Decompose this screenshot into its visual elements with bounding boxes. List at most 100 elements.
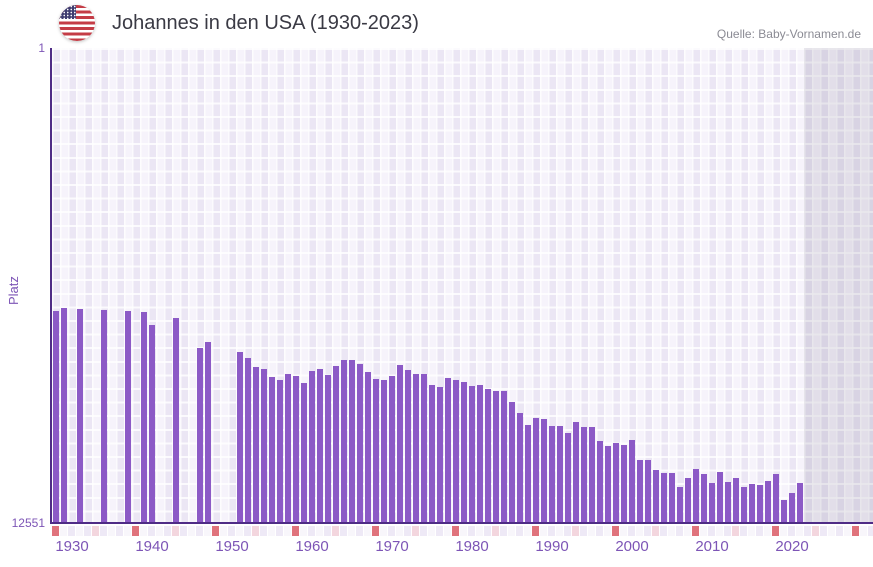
bar-1936[interactable] xyxy=(101,309,107,523)
bar-1994[interactable] xyxy=(565,432,571,523)
bar-1978[interactable] xyxy=(437,386,443,523)
bar-1995[interactable] xyxy=(573,421,579,523)
bar-1961[interactable] xyxy=(301,382,307,523)
bar-1942[interactable] xyxy=(149,325,155,523)
bar-1954[interactable] xyxy=(245,357,251,523)
bar-1998[interactable] xyxy=(597,441,603,523)
bar-2021[interactable] xyxy=(781,500,787,523)
bar-1991[interactable] xyxy=(541,418,547,523)
bar-1945[interactable] xyxy=(173,317,179,523)
strip-cell-2009 xyxy=(684,526,692,536)
strip-cell-1956 xyxy=(260,526,268,536)
bar-1973[interactable] xyxy=(397,364,403,523)
strip-cell-1947 xyxy=(188,526,196,536)
bar-1955[interactable] xyxy=(253,367,259,523)
bar-2012[interactable] xyxy=(709,483,715,523)
strip-cell-2016 xyxy=(740,526,748,536)
bar-1967[interactable] xyxy=(349,360,355,523)
bar-1933[interactable] xyxy=(77,308,83,523)
bar-1987[interactable] xyxy=(509,402,515,523)
bar-2001[interactable] xyxy=(621,445,627,523)
bar-2020[interactable] xyxy=(773,473,779,523)
bar-1992[interactable] xyxy=(549,425,555,523)
bar-2007[interactable] xyxy=(669,473,675,523)
bar-1986[interactable] xyxy=(501,391,507,523)
bar-2000[interactable] xyxy=(613,442,619,523)
bar-1985[interactable] xyxy=(493,391,499,523)
bar-2011[interactable] xyxy=(701,473,707,523)
bar-1956[interactable] xyxy=(261,368,267,523)
bar-1970[interactable] xyxy=(373,378,379,523)
bar-1957[interactable] xyxy=(269,376,275,523)
bar-1996[interactable] xyxy=(581,427,587,523)
plot-area[interactable] xyxy=(52,48,873,524)
bar-1974[interactable] xyxy=(405,370,411,523)
bar-2018[interactable] xyxy=(757,484,763,523)
bar-2019[interactable] xyxy=(765,480,771,523)
bar-1981[interactable] xyxy=(461,381,467,523)
bar-2017[interactable] xyxy=(749,483,755,523)
strip-cell-1942 xyxy=(148,526,156,536)
bar-1968[interactable] xyxy=(357,364,363,523)
bar-2016[interactable] xyxy=(741,487,747,523)
strip-cell-2019 xyxy=(764,526,772,536)
bar-1969[interactable] xyxy=(365,371,371,523)
x-tick-label-1950: 1950 xyxy=(215,538,249,555)
bar-1966[interactable] xyxy=(341,360,347,523)
strip-cell-2014 xyxy=(724,526,732,536)
bar-2010[interactable] xyxy=(693,469,699,523)
bar-1948[interactable] xyxy=(197,348,203,523)
strip-cell-1965 xyxy=(332,526,340,536)
bar-1979[interactable] xyxy=(445,378,451,523)
strip-cell-2025 xyxy=(812,526,820,536)
x-tick-label-2020: 2020 xyxy=(775,538,809,555)
bar-1980[interactable] xyxy=(453,379,459,523)
bar-1993[interactable] xyxy=(557,425,563,523)
bar-1999[interactable] xyxy=(605,445,611,523)
bar-2005[interactable] xyxy=(653,469,659,523)
bar-1939[interactable] xyxy=(125,311,131,523)
bar-1964[interactable] xyxy=(325,374,331,523)
bar-2023[interactable] xyxy=(797,483,803,523)
strip-cell-1948 xyxy=(196,526,204,536)
bar-1931[interactable] xyxy=(61,307,67,523)
strip-cell-1997 xyxy=(588,526,596,536)
bar-1983[interactable] xyxy=(477,385,483,523)
bar-1997[interactable] xyxy=(589,427,595,523)
bar-1975[interactable] xyxy=(413,374,419,523)
bar-1989[interactable] xyxy=(525,424,531,523)
bar-2022[interactable] xyxy=(789,493,795,523)
bar-1958[interactable] xyxy=(277,379,283,523)
bar-1977[interactable] xyxy=(429,385,435,523)
bar-2013[interactable] xyxy=(717,471,723,523)
strip-cell-2017 xyxy=(748,526,756,536)
source-label: Quelle: Baby-Vornamen.de xyxy=(716,27,861,41)
bar-1976[interactable] xyxy=(421,374,427,523)
bar-2008[interactable] xyxy=(677,487,683,523)
bar-1949[interactable] xyxy=(205,341,211,523)
bar-2003[interactable] xyxy=(637,459,643,523)
bar-2014[interactable] xyxy=(725,482,731,523)
bar-2015[interactable] xyxy=(733,477,739,523)
bar-1953[interactable] xyxy=(237,351,243,523)
bar-1960[interactable] xyxy=(293,375,299,523)
bar-1988[interactable] xyxy=(517,413,523,523)
bar-2009[interactable] xyxy=(685,477,691,523)
bar-1962[interactable] xyxy=(309,371,315,523)
bar-1984[interactable] xyxy=(485,388,491,523)
bar-1941[interactable] xyxy=(141,311,147,523)
bar-1982[interactable] xyxy=(469,385,475,523)
strip-cell-1946 xyxy=(180,526,188,536)
bar-1963[interactable] xyxy=(317,368,323,523)
bar-2006[interactable] xyxy=(661,473,667,523)
bar-1965[interactable] xyxy=(333,365,339,523)
bar-1959[interactable] xyxy=(285,374,291,523)
bar-1990[interactable] xyxy=(533,417,539,523)
bar-1930[interactable] xyxy=(53,310,59,523)
bar-2002[interactable] xyxy=(629,440,635,523)
bar-1972[interactable] xyxy=(389,375,395,523)
bar-2004[interactable] xyxy=(645,459,651,523)
strip-cell-2003 xyxy=(636,526,644,536)
bar-1971[interactable] xyxy=(381,379,387,523)
x-tick-label-1970: 1970 xyxy=(375,538,409,555)
